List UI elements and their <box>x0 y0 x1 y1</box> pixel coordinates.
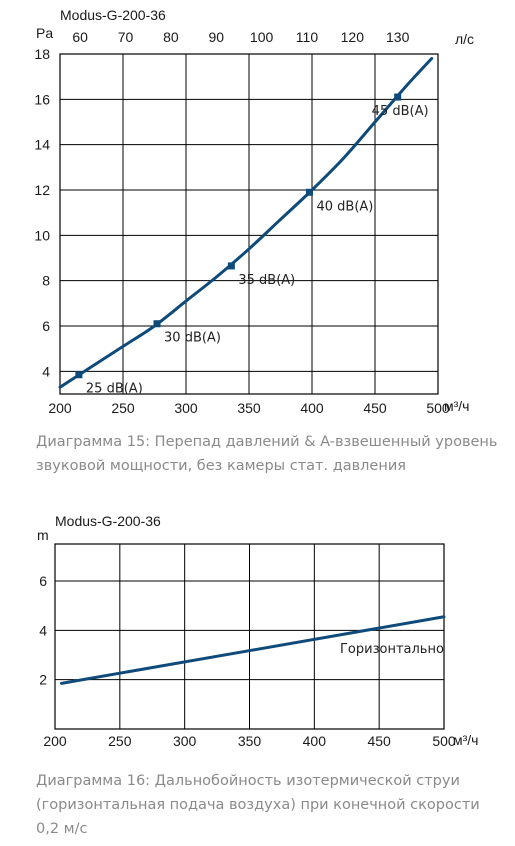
chart1-x2-tick-label: 110 <box>296 29 319 45</box>
chart1-marker <box>75 371 83 379</box>
chart1-y-tick-label: 8 <box>42 273 50 289</box>
chart1-x-tick-label: 500 <box>426 400 450 416</box>
chart1-x-unit: м³/ч <box>444 398 469 414</box>
chart1-marker <box>153 320 161 328</box>
chart2-x-tick-label: 500 <box>432 733 456 749</box>
chart2-x-unit: м³/ч <box>453 732 478 748</box>
chart1-marker-label: 30 dB(A) <box>164 331 221 346</box>
chart1-x-tick-label: 450 <box>363 400 387 416</box>
chart2-caption: Диаграмма 16: Дальнобойность изотермичес… <box>36 773 480 837</box>
chart2-y-tick-label: 4 <box>39 622 47 638</box>
chart1-x2-tick-label: 120 <box>341 29 365 45</box>
chart2-x-tick-label: 350 <box>238 733 262 749</box>
chart1-y-tick-label: 12 <box>34 182 50 198</box>
chart1-x2-tick-label: 130 <box>386 29 410 45</box>
chart1-y-tick-label: 14 <box>34 137 50 153</box>
chart1-y-tick-label: 4 <box>42 363 50 379</box>
chart1-y-tick-label: 6 <box>42 318 50 334</box>
chart1-marker-label: 40 dB(A) <box>316 199 373 214</box>
chart-pressure-drop: Modus-G-200-36 Pa л/с м³/ч 200 250 300 350 4… <box>34 7 474 416</box>
chart1-marker <box>305 188 313 196</box>
chart1-x2-tick-label: 80 <box>163 29 179 45</box>
chart2-x-tick-label: 250 <box>108 733 132 749</box>
chart2-x-tick-label: 300 <box>173 733 197 749</box>
chart1-marker-label: 35 dB(A) <box>238 273 295 288</box>
chart2-y-tick-label: 6 <box>39 573 47 589</box>
chart2-y-unit: m <box>37 527 49 543</box>
chart1-y-tick-label: 16 <box>34 91 50 107</box>
chart2-x-tick-label: 450 <box>367 733 391 749</box>
chart1-plot-frame <box>59 53 439 395</box>
chart1-y-unit: Pa <box>36 25 53 41</box>
chart1-marker <box>394 93 402 101</box>
chart1-x-tick-label: 250 <box>111 400 135 416</box>
chart1-x-tick-label: 400 <box>300 400 324 416</box>
chart1-y-tick-label: 18 <box>34 46 50 62</box>
chart1-x-tick-label: 300 <box>174 400 198 416</box>
chart1-caption: Диаграмма 15: Перепад давлений & A-взвеш… <box>36 434 498 474</box>
chart2-plot-frame <box>54 543 445 730</box>
chart2-title: Modus-G-200-36 <box>55 513 161 529</box>
chart1-marker-label: 25 dB(A) <box>86 382 143 397</box>
chart1-marker-label: 45 dB(A) <box>372 104 429 119</box>
chart2-x-tick-label: 400 <box>303 733 327 749</box>
chart-throw: Modus-G-200-36 m м³/ч 200 250 300 350 400 450… <box>37 513 478 749</box>
chart1-y-tick-label: 10 <box>34 227 50 243</box>
chart1-x-tick-label: 350 <box>237 400 261 416</box>
chart1-x2-tick-label: 60 <box>72 29 88 45</box>
chart1-x2-tick-label: 90 <box>208 29 224 45</box>
chart2-throw-line <box>59 615 446 685</box>
chart2-y-tick-label: 2 <box>39 672 47 688</box>
chart1-pressure-curve <box>58 57 434 389</box>
chart1-x-tick-label: 200 <box>48 400 72 416</box>
chart2-series-label: Горизонтально <box>340 642 444 657</box>
chart1-x2-tick-label: 100 <box>250 29 274 45</box>
chart2-x-tick-label: 200 <box>43 733 67 749</box>
chart1-title: Modus-G-200-36 <box>60 7 166 23</box>
chart1-x2-tick-label: 70 <box>118 29 134 45</box>
chart1-x2-unit: л/с <box>455 31 474 47</box>
chart1-marker <box>227 262 235 270</box>
